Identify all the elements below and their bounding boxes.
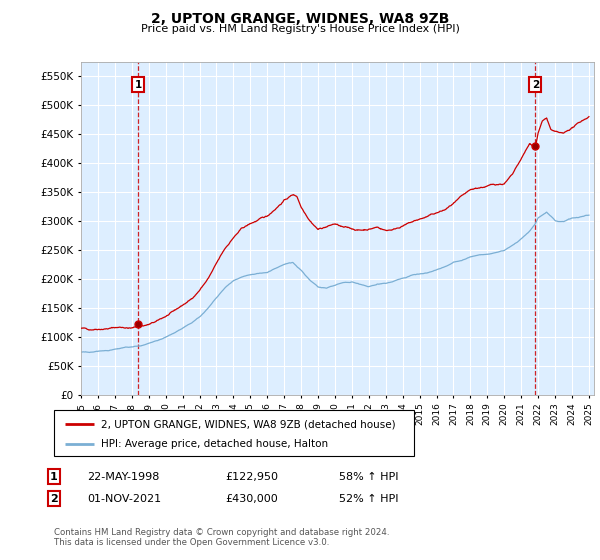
Text: 01-NOV-2021: 01-NOV-2021 <box>87 494 161 504</box>
Text: Contains HM Land Registry data © Crown copyright and database right 2024.
This d: Contains HM Land Registry data © Crown c… <box>54 528 389 547</box>
Text: 2: 2 <box>532 80 539 90</box>
Text: Price paid vs. HM Land Registry's House Price Index (HPI): Price paid vs. HM Land Registry's House … <box>140 24 460 34</box>
Text: 1: 1 <box>134 80 142 90</box>
FancyBboxPatch shape <box>54 410 414 456</box>
Text: £430,000: £430,000 <box>225 494 278 504</box>
Text: HPI: Average price, detached house, Halton: HPI: Average price, detached house, Halt… <box>101 438 328 449</box>
Text: 58% ↑ HPI: 58% ↑ HPI <box>339 472 398 482</box>
Text: 1: 1 <box>50 472 58 482</box>
Text: 2: 2 <box>50 494 58 504</box>
Text: 22-MAY-1998: 22-MAY-1998 <box>87 472 160 482</box>
Text: £122,950: £122,950 <box>225 472 278 482</box>
Text: 2, UPTON GRANGE, WIDNES, WA8 9ZB (detached house): 2, UPTON GRANGE, WIDNES, WA8 9ZB (detach… <box>101 419 395 430</box>
Text: 52% ↑ HPI: 52% ↑ HPI <box>339 494 398 504</box>
Text: 2, UPTON GRANGE, WIDNES, WA8 9ZB: 2, UPTON GRANGE, WIDNES, WA8 9ZB <box>151 12 449 26</box>
